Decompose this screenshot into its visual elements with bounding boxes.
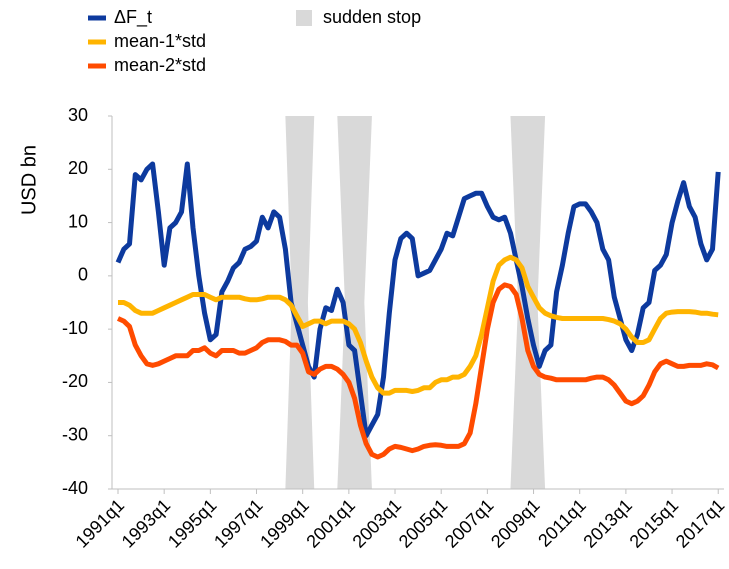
y-tick-label: 10: [68, 211, 88, 231]
y-tick-label: -40: [62, 478, 88, 498]
series-line: [116, 282, 720, 460]
series-line: [118, 254, 719, 396]
y-tick-label: 0: [78, 265, 88, 285]
legend-swatch: [296, 10, 312, 26]
x-tick-label: 2009q1: [487, 495, 544, 552]
legend-label: sudden stop: [323, 7, 421, 27]
y-tick-label: 30: [68, 105, 88, 125]
x-tick-label: 1999q1: [256, 495, 313, 552]
x-tick-label: 1991q1: [72, 495, 129, 552]
x-tick-label: 1993q1: [118, 495, 175, 552]
x-tick-label: 2017q1: [672, 495, 729, 552]
x-tick-label: 2007q1: [441, 495, 498, 552]
x-tick-label: 2013q1: [579, 495, 636, 552]
x-tick-label: 2011q1: [534, 495, 590, 551]
x-tick-label: 2001q1: [302, 495, 359, 552]
x-tick-label: 1997q1: [210, 495, 267, 552]
sudden-stop-band: [337, 116, 372, 489]
x-tick-label: 1995q1: [164, 495, 221, 552]
legend-label: ΔF_t: [114, 7, 152, 28]
y-axis-label: USD bn: [18, 145, 40, 215]
legend-label: mean-1*std: [114, 31, 206, 51]
x-tick-label: 2003q1: [349, 495, 406, 552]
series-line: [115, 161, 721, 439]
y-tick-label: 20: [68, 158, 88, 178]
y-tick-label: -20: [62, 371, 88, 391]
sudden-stop-band: [285, 116, 315, 489]
y-tick-label: -10: [62, 318, 88, 338]
y-tick-label: -30: [62, 424, 88, 444]
legend-label: mean-2*std: [114, 55, 206, 75]
x-tick-label: 2015q1: [626, 495, 683, 552]
sudden-stop-band: [510, 116, 546, 489]
x-tick-label: 2005q1: [395, 495, 452, 552]
